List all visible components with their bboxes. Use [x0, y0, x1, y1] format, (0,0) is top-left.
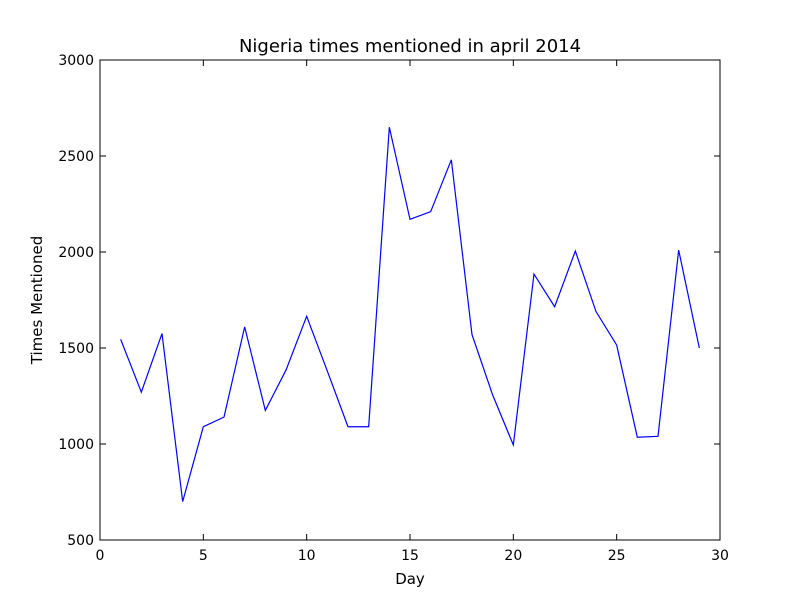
x-tick-label: 20 [504, 548, 522, 564]
y-tick-label: 2500 [58, 149, 94, 165]
y-tick-label: 500 [67, 533, 94, 549]
x-tick-label: 15 [401, 548, 419, 564]
y-tick-label: 1500 [58, 341, 94, 357]
y-axis-label: Times Mentioned [28, 236, 46, 365]
x-axis-label: Day [395, 570, 425, 588]
plot-area [120, 127, 700, 502]
y-tick-label: 3000 [58, 53, 94, 69]
x-tick-label: 10 [298, 548, 316, 564]
x-tick-label: 0 [96, 548, 105, 564]
chart-title: Nigeria times mentioned in april 2014 [239, 36, 581, 57]
series-line [120, 127, 700, 502]
y-tick-label: 2000 [58, 245, 94, 261]
y-tick-label: 1000 [58, 437, 94, 453]
x-tick-label: 5 [199, 548, 208, 564]
plot-frame [99, 59, 721, 541]
x-axis: 0 5 10 15 20 25 30 [96, 60, 729, 564]
y-axis: 500 1000 1500 2000 2500 3000 [58, 53, 720, 549]
x-tick-label: 25 [608, 548, 626, 564]
x-tick-label: 30 [711, 548, 729, 564]
